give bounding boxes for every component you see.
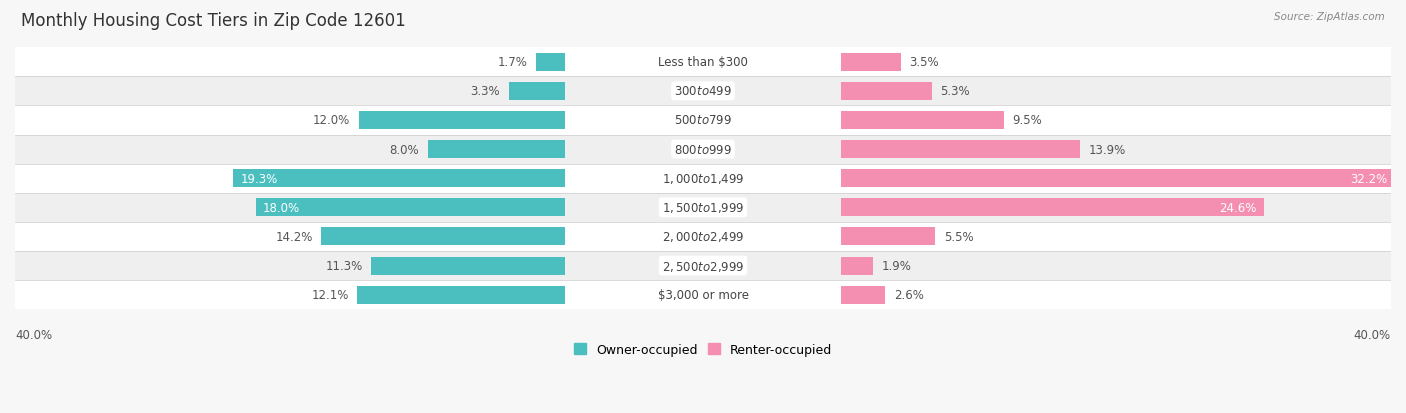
Bar [509, 83, 565, 101]
Text: 1.7%: 1.7% [498, 56, 527, 69]
Text: 12.0%: 12.0% [314, 114, 350, 127]
Bar [15, 193, 1391, 222]
Bar [15, 77, 1391, 106]
Bar [321, 228, 565, 246]
Text: 5.3%: 5.3% [941, 85, 970, 98]
Text: $2,500 to $2,999: $2,500 to $2,999 [662, 259, 744, 273]
Text: 12.1%: 12.1% [311, 289, 349, 301]
Text: $1,000 to $1,499: $1,000 to $1,499 [662, 172, 744, 186]
Bar [15, 106, 1391, 135]
Text: Less than $300: Less than $300 [658, 56, 748, 69]
Text: 19.3%: 19.3% [240, 172, 277, 185]
Text: 5.5%: 5.5% [943, 230, 973, 243]
Text: 3.3%: 3.3% [471, 85, 501, 98]
Text: $800 to $999: $800 to $999 [673, 143, 733, 156]
Legend: Owner-occupied, Renter-occupied: Owner-occupied, Renter-occupied [568, 338, 838, 361]
Bar [841, 170, 1395, 188]
Bar [15, 48, 1391, 77]
Bar [15, 222, 1391, 252]
Bar [841, 228, 935, 246]
Text: 32.2%: 32.2% [1350, 172, 1388, 185]
Bar [256, 199, 565, 217]
Bar [427, 141, 565, 159]
Text: 1.9%: 1.9% [882, 259, 911, 273]
Text: 11.3%: 11.3% [325, 259, 363, 273]
Bar [841, 286, 886, 304]
Text: 8.0%: 8.0% [389, 143, 419, 156]
Bar [359, 112, 565, 130]
Text: Monthly Housing Cost Tiers in Zip Code 12601: Monthly Housing Cost Tiers in Zip Code 1… [21, 12, 406, 30]
Bar [15, 280, 1391, 309]
Bar [15, 135, 1391, 164]
Text: 40.0%: 40.0% [15, 328, 52, 342]
Bar [841, 257, 873, 275]
Bar [841, 54, 901, 71]
Text: 24.6%: 24.6% [1219, 202, 1257, 214]
Bar [15, 252, 1391, 280]
Text: 18.0%: 18.0% [263, 202, 299, 214]
Text: $1,500 to $1,999: $1,500 to $1,999 [662, 201, 744, 215]
Text: $3,000 or more: $3,000 or more [658, 289, 748, 301]
Text: 2.6%: 2.6% [894, 289, 924, 301]
Bar [536, 54, 565, 71]
Bar [15, 164, 1391, 193]
Bar [841, 83, 932, 101]
Text: 9.5%: 9.5% [1012, 114, 1042, 127]
Text: 40.0%: 40.0% [1354, 328, 1391, 342]
Bar [841, 112, 1004, 130]
Text: $500 to $799: $500 to $799 [673, 114, 733, 127]
Bar [233, 170, 565, 188]
Bar [357, 286, 565, 304]
Text: Source: ZipAtlas.com: Source: ZipAtlas.com [1274, 12, 1385, 22]
Text: 13.9%: 13.9% [1088, 143, 1126, 156]
Bar [371, 257, 565, 275]
Text: 3.5%: 3.5% [910, 56, 939, 69]
Text: $2,000 to $2,499: $2,000 to $2,499 [662, 230, 744, 244]
Bar [841, 141, 1080, 159]
Text: 14.2%: 14.2% [276, 230, 312, 243]
Text: $300 to $499: $300 to $499 [673, 85, 733, 98]
Bar [841, 199, 1264, 217]
